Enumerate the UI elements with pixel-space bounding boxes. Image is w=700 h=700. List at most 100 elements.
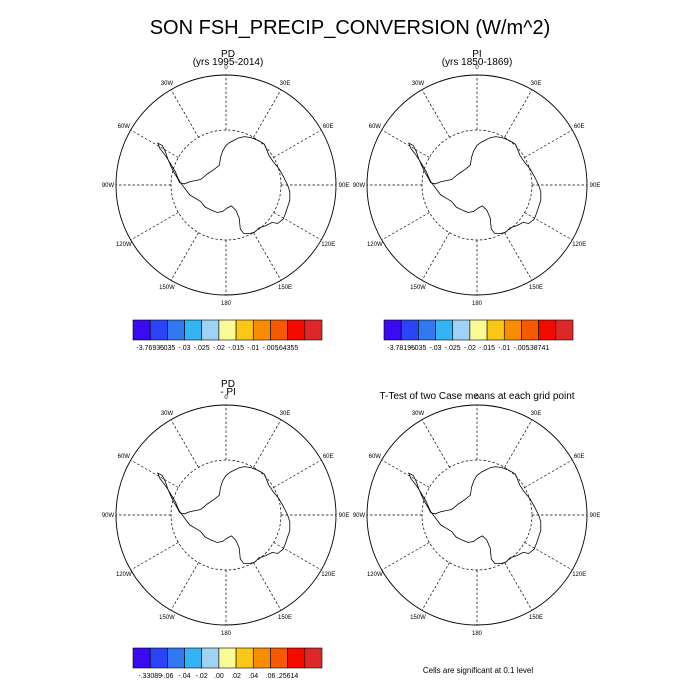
colorbar-swatch	[400, 319, 419, 341]
colorbar-label: .06	[266, 673, 276, 680]
colorbar-swatch	[555, 319, 574, 341]
lon-label: 30E	[531, 81, 542, 87]
colorbar-swatch	[521, 319, 539, 341]
colorbar-swatch	[252, 647, 271, 669]
colorbar-label: .25614	[277, 673, 299, 680]
colorbar-swatch	[167, 647, 185, 669]
lon-label: 30W	[161, 411, 174, 417]
colorbar-label: -.005	[263, 345, 279, 352]
colorbar-swatch	[270, 319, 288, 341]
panel-subtitle: - PI	[220, 387, 236, 398]
panel-title: PD	[221, 379, 235, 390]
colorbar-swatch	[149, 647, 168, 669]
colorbar-label: -.035	[159, 345, 175, 352]
colorbar-label: -.02	[213, 345, 225, 352]
colorbar-label: -.04	[178, 673, 190, 680]
lon-label: 0	[475, 65, 479, 71]
colorbar-label: .64355	[277, 345, 299, 352]
lon-label: 30E	[280, 411, 291, 417]
lon-label: 30W	[161, 81, 174, 87]
colorbar-swatch	[452, 319, 471, 341]
colorbar-label: .04	[248, 673, 258, 680]
lon-label: 120E	[572, 572, 586, 578]
lon-label: 90W	[102, 513, 115, 519]
lon-label: 60W	[118, 454, 131, 460]
lon-label: 120W	[367, 572, 383, 578]
lon-label: 120E	[572, 242, 586, 248]
colorbar-swatch	[184, 319, 203, 341]
colorbar-label: -.02	[196, 673, 208, 680]
colorbar-swatch	[132, 647, 151, 669]
colorbar-swatch	[270, 647, 288, 669]
polar-map: 0 30E 60E 90E 120E 150E 180 150W 120W 90W 60W 30W	[102, 395, 350, 637]
colorbar-label: -.025	[194, 345, 210, 352]
polar-map: 0 30E 60E 90E 120E 150E 180 150W 120W 90W 60W 30W	[353, 395, 601, 637]
colorbar-pi: -3.78195-.035 -.03 -.025 -.02 -.015 -.01 -.005…	[383, 319, 574, 352]
lon-label: 30W	[412, 81, 425, 87]
lon-label: 90E	[339, 513, 350, 519]
panel-subtitle: (yrs 1995-2014)	[193, 57, 264, 68]
colorbar-swatch	[201, 647, 220, 669]
lon-label: 0	[475, 395, 479, 401]
colorbar-label: -.06	[161, 673, 173, 680]
lon-label: 90E	[590, 183, 601, 189]
colorbar-swatch	[304, 647, 323, 669]
lon-label: 90W	[353, 513, 366, 519]
panel-pd-minus-pi: PD - PI 0 30E 60E 90E 120E 150E 180 150W 120W 90W…	[102, 379, 350, 637]
colorbar-swatch	[435, 319, 454, 341]
colorbar-swatch	[287, 319, 306, 341]
lon-label: 60E	[574, 454, 585, 460]
colorbar-swatch	[252, 319, 271, 341]
colorbar-label: .38741	[528, 345, 550, 352]
lon-label: 90E	[339, 183, 350, 189]
lon-label: 150E	[278, 615, 292, 621]
colorbar-pd: -3.76935-.035 -.03 -.025 -.02 -.015 -.01 -.005…	[132, 319, 323, 352]
panel-pd: PD (yrs 1995-2014) 0 30E 60E 90E 120E 150E 180…	[102, 49, 350, 307]
lon-label: 30E	[280, 81, 291, 87]
colorbar-swatch	[167, 319, 185, 341]
significance-note: Cells are significant at 0.1 level	[423, 666, 534, 675]
colorbar-swatch	[418, 319, 436, 341]
colorbar-label: -.005	[514, 345, 530, 352]
colorbar-swatch	[486, 319, 505, 341]
colorbar-label: -.015	[228, 345, 244, 352]
colorbar-swatch	[218, 319, 237, 341]
panel-subtitle: (yrs 1850-1869)	[442, 57, 513, 68]
lon-label: 30W	[412, 411, 425, 417]
colorbar-label: -3.76935	[136, 345, 164, 352]
colorbar-label: .00	[214, 673, 224, 680]
lon-label: 60W	[369, 454, 382, 460]
colorbar-label: -.03	[429, 345, 441, 352]
panel-title: PD	[221, 49, 235, 60]
lon-label: 60W	[369, 124, 382, 130]
colorbar-swatch	[132, 319, 151, 341]
lon-label: 150W	[159, 615, 175, 621]
lon-label: 60E	[323, 124, 334, 130]
lon-label: 90E	[590, 513, 601, 519]
colorbar-label: -.035	[410, 345, 426, 352]
lon-label: 60W	[118, 124, 131, 130]
colorbar-swatch	[469, 319, 488, 341]
colorbar-swatch	[235, 647, 254, 669]
lon-label: 120W	[116, 242, 132, 248]
colorbar-swatch	[149, 319, 168, 341]
lon-label: 90W	[353, 183, 366, 189]
lon-label: 180	[472, 301, 483, 307]
lon-label: 150W	[410, 285, 426, 291]
panel-pi: PI (yrs 1850-1869) 0 30E 60E 90E 120E 150E 180…	[353, 49, 601, 307]
colorbar-swatch	[503, 319, 522, 341]
colorbar-label: -.03	[178, 345, 190, 352]
panel-ttest: T-Test of two Case means at each grid po…	[353, 391, 601, 637]
colorbar-label: -.33089	[138, 673, 162, 680]
lon-label: 120E	[321, 242, 335, 248]
lon-label: 90W	[102, 183, 115, 189]
figure-title: SON FSH_PRECIP_CONVERSION (W/m^2)	[150, 17, 551, 39]
colorbar-label: -.025	[445, 345, 461, 352]
lon-label: 150E	[529, 615, 543, 621]
colorbar-label: -3.78195	[387, 345, 415, 352]
colorbar-swatch	[184, 647, 203, 669]
lon-label: 150W	[159, 285, 175, 291]
colorbar-label: .02	[231, 673, 241, 680]
colorbar-label: -.01	[498, 345, 510, 352]
lon-label: 0	[224, 395, 228, 401]
